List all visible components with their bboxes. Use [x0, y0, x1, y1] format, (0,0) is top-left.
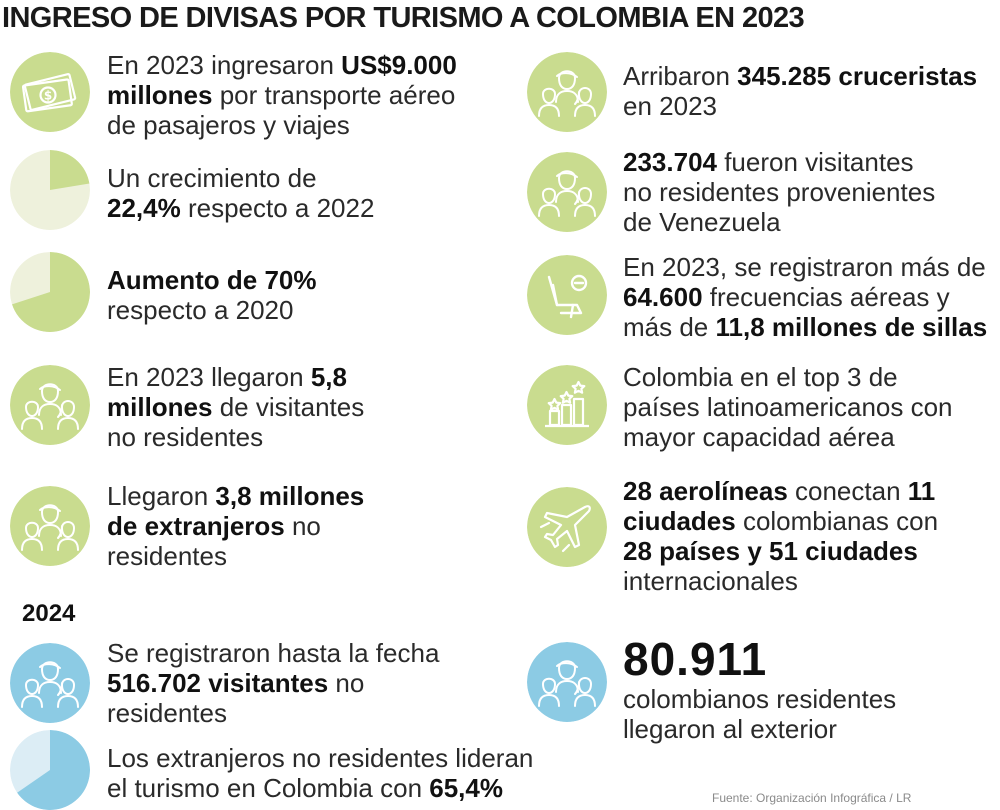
people-icon — [527, 152, 607, 232]
ranking-chart-icon — [527, 365, 607, 445]
airplane-icon — [527, 487, 607, 567]
fact-growth-2022: Un crecimiento de 22,4% respecto a 2022 — [107, 163, 375, 223]
money-icon: $ — [10, 52, 90, 132]
fact-airlines: 28 aerolíneas conectan 11 ciudades colom… — [623, 476, 939, 596]
pie-chart-icon — [10, 150, 90, 230]
year-2024-heading: 2024 — [22, 600, 76, 627]
outbound-number: 80.911 — [623, 633, 768, 685]
people-icon — [527, 52, 607, 132]
svg-text:$: $ — [44, 89, 52, 103]
pie-slice — [50, 150, 90, 190]
pie-slice — [17, 730, 90, 810]
source-note: Fuente: Organización Infográfica / LR — [712, 791, 912, 805]
pie-chart-icon — [10, 730, 90, 810]
pie-slice — [11, 252, 90, 332]
people-icon — [10, 486, 90, 566]
people-icon — [10, 643, 90, 723]
fact-top3-capacity: Colombia en el top 3 de países latinoame… — [623, 362, 953, 452]
people-icon — [527, 642, 607, 722]
pie-chart-icon — [10, 252, 90, 332]
fact-visitors-2023: En 2023 llegaron 5,8 millones de visitan… — [107, 362, 365, 452]
fact-usd-income: En 2023 ingresaron US$9.000 millones por… — [107, 50, 457, 140]
fact-cruise-passengers: Arribaron 345.285 cruceristas en 2023 — [623, 61, 978, 121]
fact-growth-2020: Aumento de 70% respecto a 2020 — [107, 265, 317, 325]
fact-air-frequencies: En 2023, se registraron más de 64.600 fr… — [623, 252, 988, 342]
airplane-seat-icon — [527, 255, 607, 335]
fact-foreigners-share: Los extranjeros no residentes lideran el… — [107, 743, 534, 803]
fact-visitors-2024: Se registraron hasta la fecha 516.702 vi… — [107, 638, 440, 728]
fact-foreigners-2023: Llegaron 3,8 millones de extranjeros no … — [107, 481, 365, 571]
people-icon — [10, 365, 90, 445]
fact-venezuela-visitors: 233.704 fueron visitantes no residentes … — [623, 147, 936, 237]
page-title: INGRESO DE DIVISAS POR TURISMO A COLOMBI… — [2, 2, 805, 34]
fact-outbound-residents: colombianos residentes llegaron al exter… — [623, 684, 897, 744]
